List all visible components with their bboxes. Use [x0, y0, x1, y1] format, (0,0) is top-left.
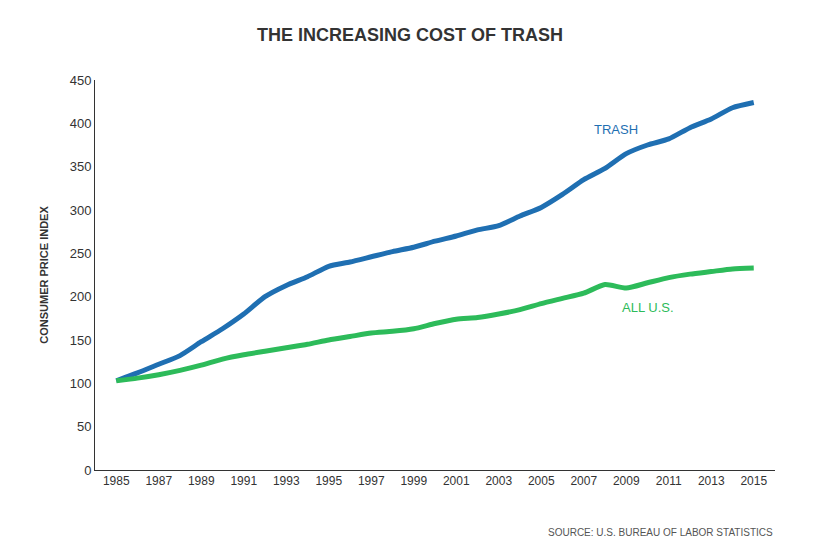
svg-text:2011: 2011 — [656, 474, 682, 488]
svg-text:150: 150 — [70, 333, 92, 348]
svg-text:2007: 2007 — [570, 474, 597, 488]
svg-text:250: 250 — [70, 246, 92, 261]
svg-text:2003: 2003 — [485, 474, 512, 488]
svg-text:1995: 1995 — [315, 474, 342, 488]
svg-text:1987: 1987 — [145, 474, 172, 488]
svg-text:100: 100 — [70, 376, 92, 391]
svg-text:2005: 2005 — [528, 474, 555, 488]
svg-text:200: 200 — [70, 289, 92, 304]
svg-text:SOURCE: U.S. BUREAU OF LABOR S: SOURCE: U.S. BUREAU OF LABOR STATISTICS — [548, 527, 773, 538]
svg-text:1993: 1993 — [273, 474, 300, 488]
svg-text:CONSUMER PRICE INDEX: CONSUMER PRICE INDEX — [38, 206, 50, 344]
svg-text:300: 300 — [70, 203, 92, 218]
svg-text:450: 450 — [70, 73, 92, 88]
svg-text:THE INCREASING COST OF TRASH: THE INCREASING COST OF TRASH — [257, 25, 563, 45]
svg-text:TRASH: TRASH — [594, 122, 638, 137]
svg-text:2009: 2009 — [613, 474, 640, 488]
svg-text:1991: 1991 — [230, 474, 257, 488]
svg-text:1985: 1985 — [103, 474, 130, 488]
svg-text:2015: 2015 — [740, 474, 767, 488]
svg-text:ALL U.S.: ALL U.S. — [622, 300, 674, 315]
svg-text:400: 400 — [70, 116, 92, 131]
svg-text:0: 0 — [84, 463, 91, 478]
svg-text:2001: 2001 — [443, 474, 470, 488]
svg-text:2013: 2013 — [698, 474, 725, 488]
svg-text:1999: 1999 — [400, 474, 427, 488]
svg-text:1989: 1989 — [188, 474, 215, 488]
svg-text:50: 50 — [77, 419, 91, 434]
svg-text:1997: 1997 — [358, 474, 385, 488]
svg-text:350: 350 — [70, 159, 92, 174]
